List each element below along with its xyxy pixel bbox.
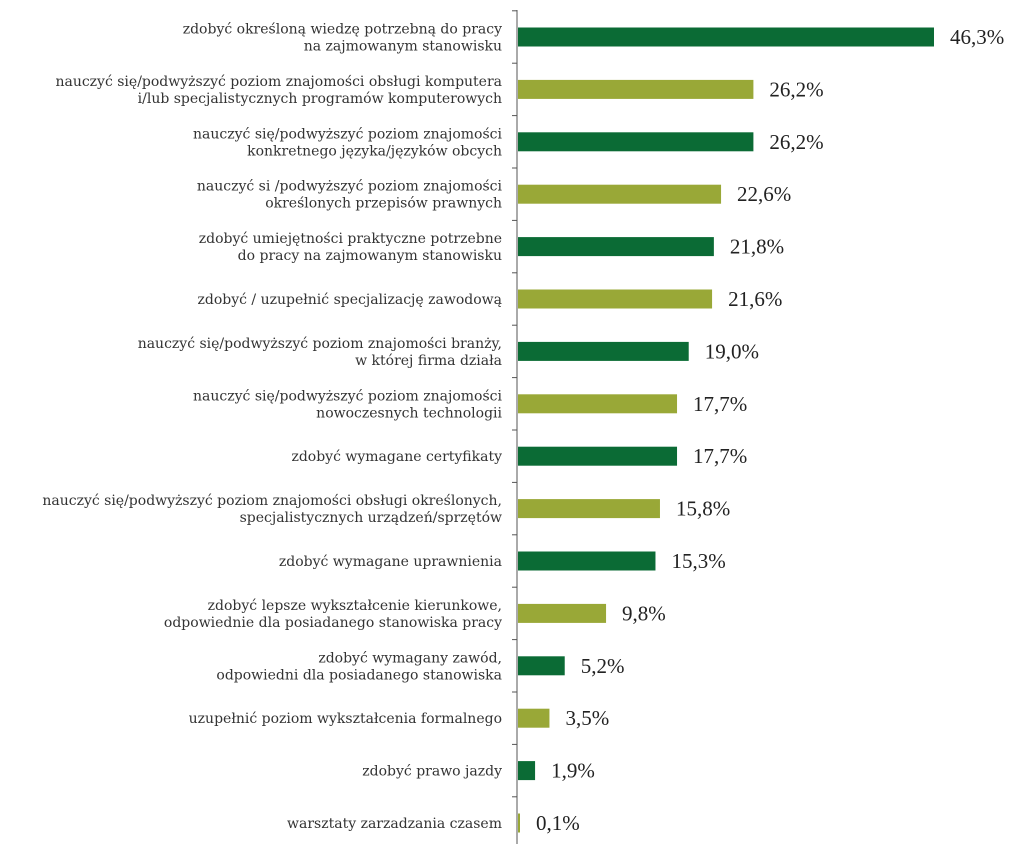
category-label: zdobyć lepsze wykształcenie kierunkowe, o… bbox=[164, 598, 502, 631]
value-label: 0,1% bbox=[536, 811, 580, 835]
category-label: nauczyć się/podwyższyć poziom znajomości… bbox=[42, 493, 502, 526]
value-label: 19,0% bbox=[705, 339, 759, 363]
category-label: zdobyć umiejętności praktyczne potrzebne… bbox=[199, 231, 502, 264]
bar bbox=[518, 289, 713, 309]
bars bbox=[518, 27, 934, 833]
category-label: nauczyć się/podwyższyć poziom znajomości… bbox=[55, 74, 502, 107]
category-label: warsztaty zarzadzania czasem bbox=[287, 816, 502, 832]
category-label: zdobyć / uzupełnić specjalizację zawodow… bbox=[198, 292, 503, 308]
category-label: nauczyć się/podwyższyć poziom znajomości… bbox=[138, 336, 502, 369]
value-label: 17,7% bbox=[693, 392, 747, 416]
bar bbox=[518, 184, 722, 204]
category-label: nauczyć się/podwyższyć poziom znajomości… bbox=[193, 388, 502, 421]
value-label: 21,6% bbox=[728, 287, 782, 311]
category-label: uzupełnić poziom wykształcenia formalneg… bbox=[189, 711, 502, 727]
bar bbox=[518, 551, 656, 571]
category-label: zdobyć wymagane uprawnienia bbox=[279, 554, 502, 570]
bar bbox=[518, 813, 520, 833]
bar bbox=[518, 708, 550, 728]
bar bbox=[518, 341, 689, 361]
bar bbox=[518, 394, 678, 414]
category-label: zdobyć prawo jazdy bbox=[362, 764, 502, 780]
value-label: 3,5% bbox=[565, 706, 609, 730]
value-label: 26,2% bbox=[769, 130, 823, 154]
bar bbox=[518, 237, 714, 257]
category-label: zdobyć wymagany zawód, odpowiedni dla pos… bbox=[216, 650, 502, 683]
bar bbox=[518, 27, 934, 47]
category-labels: zdobyć określoną wiedzę potrzebną do pra… bbox=[42, 22, 502, 833]
bar bbox=[518, 603, 607, 623]
value-label: 15,8% bbox=[676, 497, 730, 521]
value-label: 21,8% bbox=[730, 235, 784, 259]
bar bbox=[518, 79, 754, 99]
category-label: zdobyć określoną wiedzę potrzebną do pra… bbox=[183, 22, 502, 55]
value-label: 9,8% bbox=[622, 601, 666, 625]
bar bbox=[518, 761, 536, 781]
category-label: nauczyć się/podwyższyć poziom znajomości… bbox=[193, 126, 502, 159]
bar bbox=[518, 499, 660, 519]
value-label: 17,7% bbox=[693, 444, 747, 468]
value-label: 22,6% bbox=[737, 182, 791, 206]
bar bbox=[518, 446, 678, 466]
bar bbox=[518, 656, 565, 676]
category-label: nauczyć si /podwyższyć poziom znajomości… bbox=[197, 179, 503, 212]
value-label: 46,3% bbox=[950, 25, 1004, 49]
value-label: 5,2% bbox=[581, 654, 625, 678]
axis bbox=[512, 10, 518, 844]
value-label: 26,2% bbox=[769, 77, 823, 101]
value-labels: 46,3% 26,2% 26,2% 22,6% 21,8% 21,6% 19,0% 17,7%… bbox=[536, 25, 1004, 835]
bar bbox=[518, 132, 754, 152]
value-label: 15,3% bbox=[671, 549, 725, 573]
category-label: zdobyć wymagane certyfikaty bbox=[291, 449, 502, 465]
value-label: 1,9% bbox=[551, 759, 595, 783]
